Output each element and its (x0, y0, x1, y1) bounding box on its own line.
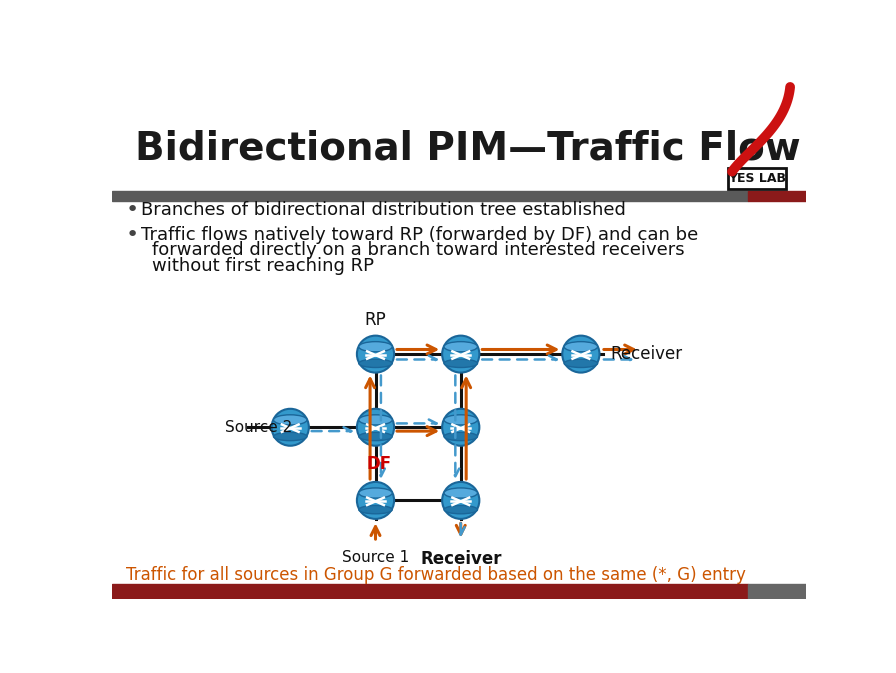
Circle shape (442, 482, 479, 519)
Ellipse shape (358, 432, 392, 441)
Text: without first reaching RP: without first reaching RP (152, 256, 375, 275)
Bar (747, 191, 806, 201)
Circle shape (357, 336, 394, 373)
Text: Traffic flows natively toward RP (forwarded by DF) and can be: Traffic flows natively toward RP (forwar… (142, 225, 699, 244)
Ellipse shape (444, 415, 478, 425)
Bar (112, 584, 747, 599)
Ellipse shape (564, 359, 598, 367)
Ellipse shape (358, 488, 392, 498)
Ellipse shape (444, 359, 478, 367)
Ellipse shape (564, 342, 598, 352)
Ellipse shape (358, 505, 392, 513)
Text: Branches of bidirectional distribution tree established: Branches of bidirectional distribution t… (142, 201, 626, 219)
Circle shape (357, 482, 394, 519)
Ellipse shape (444, 342, 478, 352)
Circle shape (442, 409, 479, 446)
Ellipse shape (444, 432, 478, 441)
Text: YES LAB: YES LAB (728, 172, 786, 185)
Text: •: • (126, 200, 139, 220)
Text: Source 1: Source 1 (342, 550, 409, 565)
Bar (112, 191, 747, 201)
Bar (728, 168, 787, 189)
Text: Receiver: Receiver (420, 550, 502, 568)
Text: RP: RP (365, 312, 386, 330)
Text: DF: DF (366, 455, 392, 473)
Text: forwarded directly on a branch toward interested receivers: forwarded directly on a branch toward in… (152, 241, 685, 259)
Circle shape (563, 336, 599, 373)
Ellipse shape (358, 342, 392, 352)
Text: Source 2: Source 2 (225, 420, 292, 435)
Text: •: • (126, 225, 139, 245)
Text: Receiver: Receiver (610, 345, 682, 363)
Ellipse shape (358, 359, 392, 367)
Ellipse shape (358, 415, 392, 425)
Bar (747, 584, 806, 599)
Text: Traffic for all sources in Group G forwarded based on the same (*, G) entry: Traffic for all sources in Group G forwa… (126, 566, 745, 584)
Text: Bidirectional PIM—Traffic Flow: Bidirectional PIM—Traffic Flow (135, 129, 801, 168)
Circle shape (357, 409, 394, 446)
Ellipse shape (273, 432, 307, 441)
Ellipse shape (273, 415, 307, 425)
Circle shape (271, 409, 309, 446)
Ellipse shape (444, 488, 478, 498)
Ellipse shape (444, 505, 478, 513)
Circle shape (442, 336, 479, 373)
